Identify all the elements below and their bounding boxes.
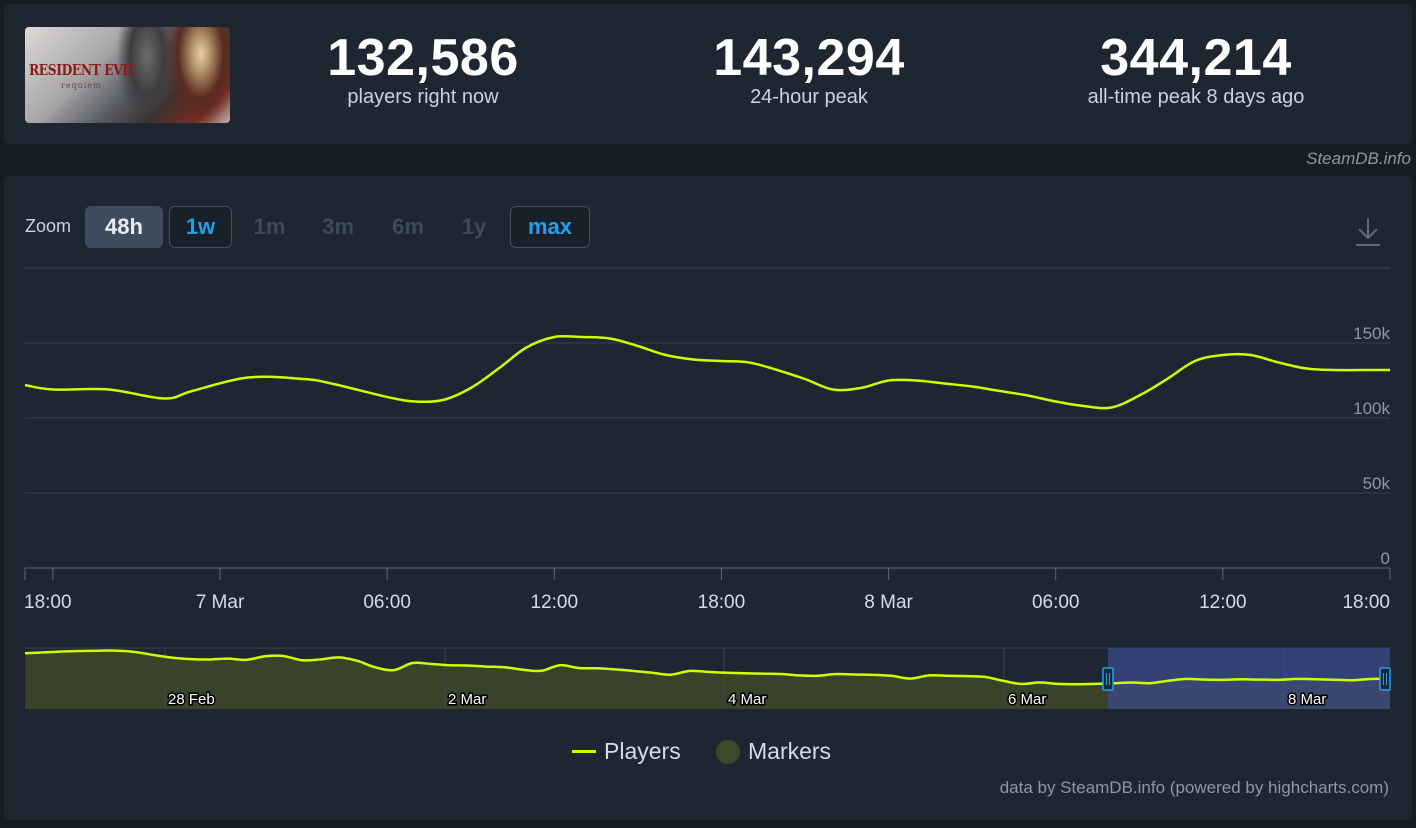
y-tick-label: 50k <box>1363 474 1391 493</box>
navigator-handle-grip <box>1102 667 1114 691</box>
x-tick-label: 8 Mar <box>864 592 913 613</box>
zoom-1m-button[interactable]: 1m <box>253 214 286 239</box>
players-line <box>24 334 1390 410</box>
legend-markers-label: Markers <box>748 738 832 764</box>
chart-gridlines <box>25 267 1390 494</box>
footer-credit[interactable]: data by SteamDB.info (powered by highcha… <box>999 778 1389 797</box>
legend-players[interactable]: Players <box>572 738 681 765</box>
alltime-peak-value: 344,214 <box>1100 29 1292 87</box>
cover-logo-title: RESIDENT EVIL <box>29 61 136 79</box>
navigator-handle-grip <box>1379 667 1391 691</box>
chart-panel <box>4 176 1412 820</box>
game-cover-image[interactable]: RESIDENT EVIL requiem <box>25 27 230 123</box>
navigator: 28 Feb 2 Mar 4 Mar 6 Mar 8 Mar <box>24 647 1391 710</box>
legend-players-label: Players <box>604 738 681 764</box>
peak-24h-label: 24-hour peak <box>750 86 868 108</box>
stats-panel <box>4 4 1412 144</box>
chart-series <box>24 334 1390 410</box>
legend-markers[interactable]: Markers <box>716 738 831 765</box>
y-tick-label: 100k <box>1353 399 1390 418</box>
x-tick-label: 18:00 <box>24 592 72 613</box>
x-tick-label: 06:00 <box>363 592 411 613</box>
zoom-3m-button[interactable]: 3m <box>322 214 354 239</box>
legend-markers-swatch <box>716 739 740 764</box>
stat-24h-peak: 143,294 24-hour peak <box>609 28 1009 109</box>
x-axis: 18:00 7 Mar 06:00 12:00 18:00 8 Mar 06:00 12:00… <box>24 567 1391 613</box>
navigator-handle[interactable] <box>1379 667 1391 691</box>
navigator-tick-label: 28 Feb <box>168 691 215 708</box>
y-axis: 0 50k 100k 150k <box>1353 324 1390 568</box>
y-tick-label: 150k <box>1353 324 1390 343</box>
cover-art-figure <box>165 27 230 123</box>
x-tick-label: 06:00 <box>1032 592 1080 613</box>
peak-24h-value: 143,294 <box>713 29 905 87</box>
y-tick-label: 0 <box>1381 549 1390 568</box>
legend-players-swatch <box>572 750 596 753</box>
stat-alltime-peak: 344,214 all-time peak 8 days ago <box>996 28 1396 109</box>
chart-legend: Players Markers <box>0 738 1416 768</box>
download-icon[interactable] <box>1354 216 1382 248</box>
x-tick-label: 18:00 <box>1342 592 1390 613</box>
navigator-line <box>24 649 1391 686</box>
zoom-1w-button[interactable]: 1w <box>169 206 232 248</box>
x-tick-label: 7 Mar <box>196 592 245 613</box>
navigator-tick-label: 8 Mar <box>1288 691 1326 708</box>
zoom-max-button[interactable]: max <box>510 206 590 248</box>
zoom-label: Zoom <box>25 216 72 236</box>
zoom-1y-button[interactable]: 1y <box>461 214 487 239</box>
navigator-handle[interactable] <box>1102 667 1114 691</box>
cover-logo-subtitle: requiem <box>61 81 102 90</box>
navigator-tick-label: 6 Mar <box>1008 691 1046 708</box>
alltime-peak-label: all-time peak 8 days ago <box>1087 86 1305 108</box>
x-tick-label: 18:00 <box>698 592 746 613</box>
zoom-6m-button[interactable]: 6m <box>392 214 424 239</box>
zoom-48h-button[interactable]: 48h <box>85 206 163 248</box>
current-players-label: players right now <box>347 86 499 108</box>
current-players-value: 132,586 <box>327 29 519 87</box>
steamdb-credit[interactable]: SteamDB.info <box>1306 149 1411 168</box>
stat-current-players: 132,586 players right now <box>223 28 623 109</box>
x-tick-label: 12:00 <box>531 592 579 613</box>
navigator-tick-label: 4 Mar <box>728 691 766 708</box>
x-tick-label: 12:00 <box>1199 592 1247 613</box>
navigator-tick-label: 2 Mar <box>448 691 486 708</box>
